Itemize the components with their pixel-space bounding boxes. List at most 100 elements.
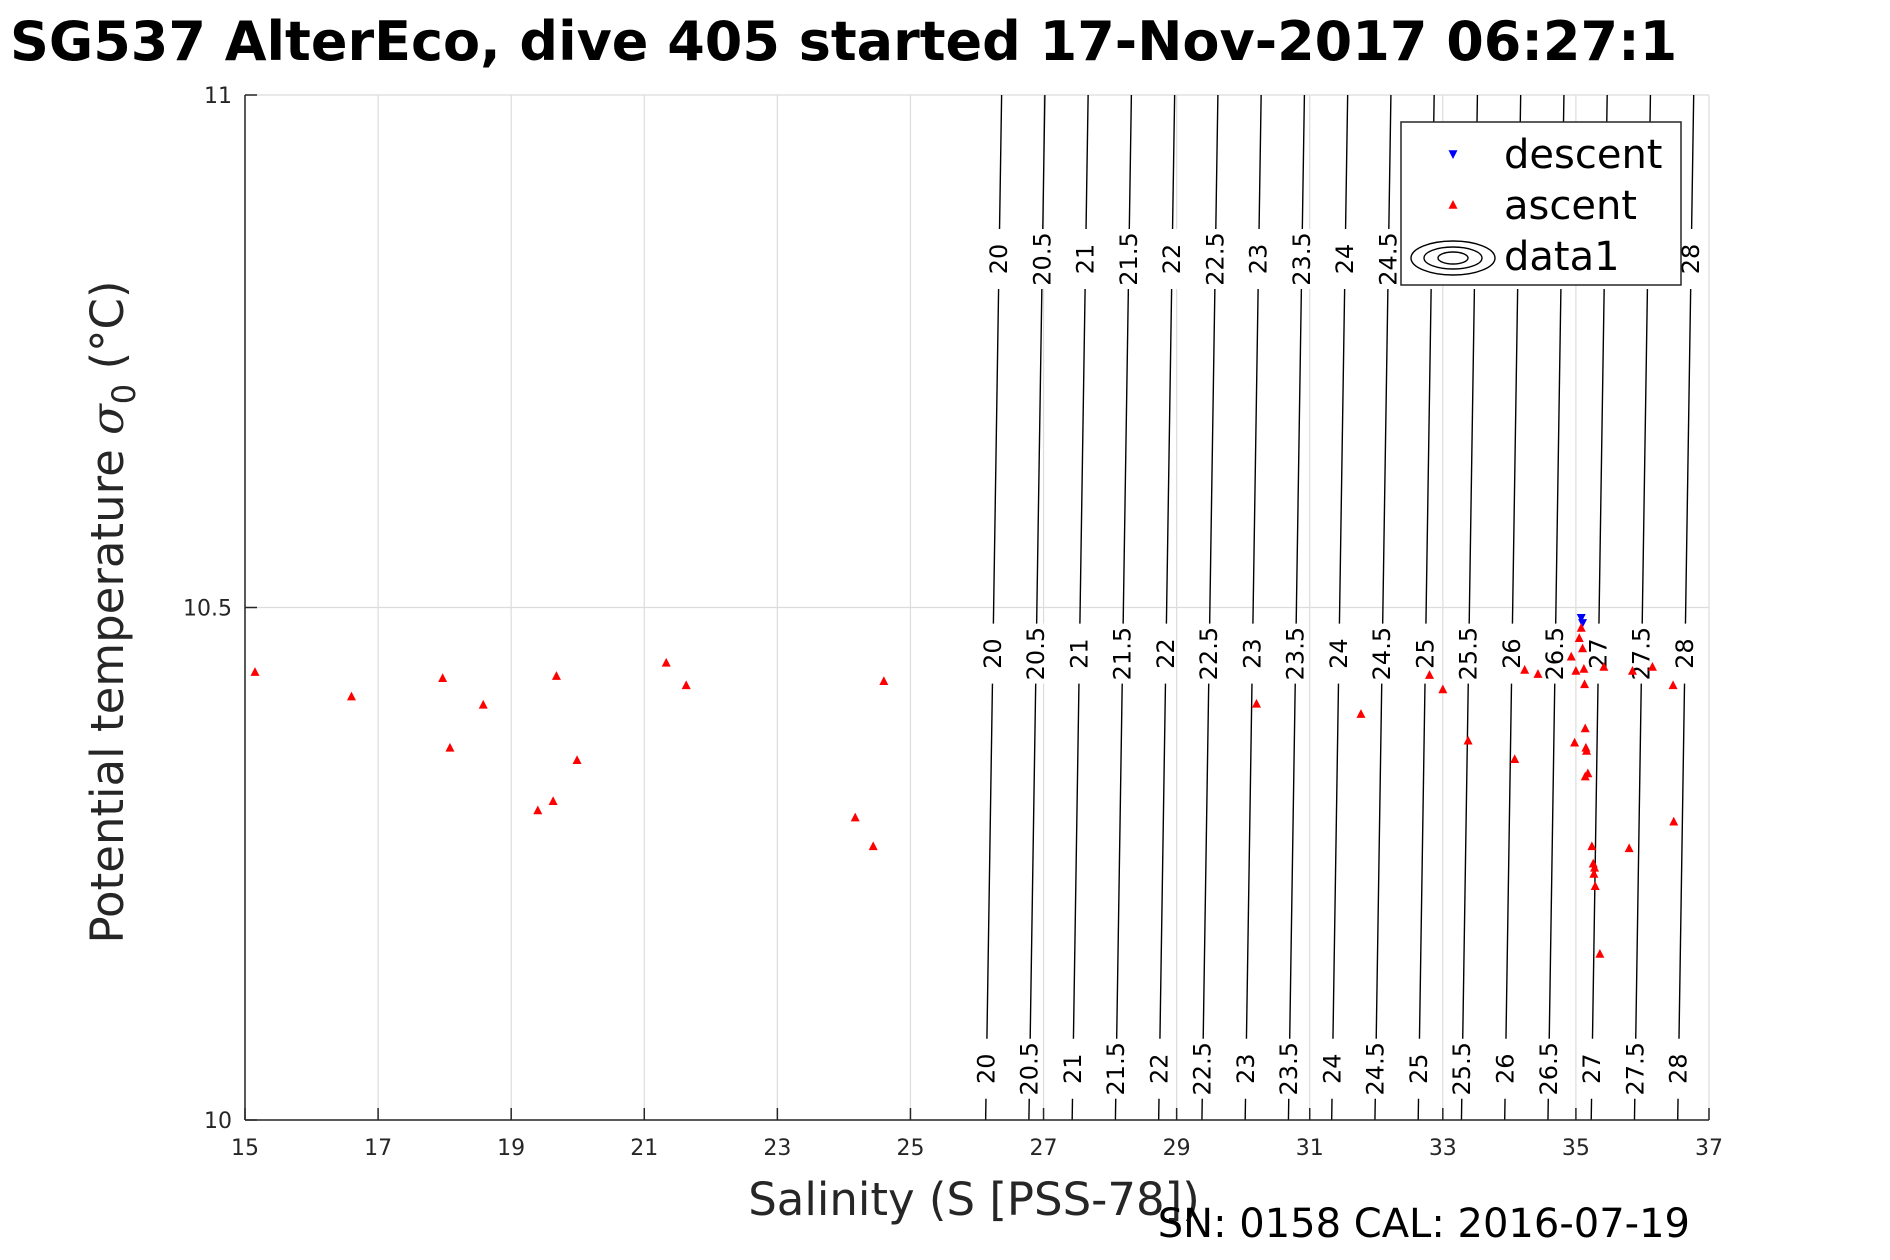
contour-label-gap <box>1075 229 1096 289</box>
contour-label-gap <box>1365 1038 1386 1099</box>
contour-label: 20.5 <box>1028 232 1056 285</box>
series-descent <box>1576 614 1588 628</box>
ascent-point <box>445 742 455 752</box>
contour-label: 27 <box>1578 1053 1606 1084</box>
ascent-point <box>1580 679 1590 689</box>
contour-label: 26 <box>1498 638 1526 669</box>
ascent-point <box>1599 661 1609 671</box>
x-tick-label: 15 <box>231 1136 259 1161</box>
contour-label: 25.5 <box>1448 1042 1476 1095</box>
contour-label-gap <box>989 229 1010 289</box>
y-tick-label: 11 <box>204 84 232 109</box>
ascent-legend-marker <box>1448 200 1458 209</box>
contour-label: 21 <box>1065 638 1093 669</box>
series-ascent <box>250 623 1679 958</box>
ascent-point <box>551 671 561 680</box>
contour-label-gap <box>1019 1038 1040 1099</box>
contour-label-gap <box>1032 229 1053 289</box>
ascent-point <box>1520 665 1530 674</box>
contour-label-gap <box>1205 229 1226 289</box>
serial-calibration-footer: SN: 0158 CAL: 2016-07-19 <box>1158 1201 1690 1247</box>
ascent-point <box>868 841 878 851</box>
contour-label: 25.5 <box>1455 627 1483 680</box>
ascent-point <box>572 755 582 764</box>
ascent-point <box>1571 666 1581 675</box>
contour-label: 22 <box>1158 244 1186 275</box>
contour-label: 27 <box>1584 638 1612 669</box>
legend-label: descent <box>1504 132 1662 178</box>
x-tick-label: 33 <box>1429 1136 1457 1161</box>
contour-label: 24 <box>1325 638 1353 669</box>
axes: 15 17 19 21 23 25 27 29 31 33 35 37 10 10.5 11 <box>183 84 1723 1161</box>
contour-label-gap <box>1538 1038 1559 1099</box>
y-axis-label-symbol: σ <box>81 403 134 435</box>
density-contours: 20202020.520.520.521212121.521.521.52222… <box>972 94 1705 1121</box>
contour-label-gap <box>1162 229 1183 289</box>
ascent-point <box>681 680 691 690</box>
contour-20: 20 20 20 <box>972 94 1013 1121</box>
ascent-point <box>1595 948 1605 958</box>
contour-label: 22.5 <box>1201 232 1229 285</box>
contour-legend-icon <box>1410 240 1496 276</box>
x-tick-label: 21 <box>630 1136 658 1161</box>
x-tick-label: 17 <box>364 1136 392 1161</box>
contour-22: 22 22 22 <box>1145 94 1186 1121</box>
y-tick-label: 10.5 <box>183 597 232 622</box>
contour-20-5: 20.5 20.5 20.5 <box>1016 94 1056 1121</box>
x-tick-label: 23 <box>763 1136 791 1161</box>
ascent-point <box>1624 843 1634 853</box>
contour-label: 28 <box>1677 244 1705 275</box>
contour-label-gap <box>1235 1038 1256 1099</box>
ascent-point <box>1566 651 1576 661</box>
legend: descent ascent data1 <box>1400 121 1682 286</box>
x-axis-label: Salinity (S [PSS-78]) <box>748 1173 1200 1226</box>
contour-label-gap <box>1149 1038 1170 1099</box>
contour-label: 20 <box>979 638 1007 669</box>
contour-label-gap <box>1372 623 1393 684</box>
ascent-point <box>1583 768 1593 778</box>
ascent-point <box>1647 661 1657 671</box>
contour-label-gap <box>976 1038 997 1099</box>
ascent-point <box>1578 643 1588 653</box>
contour-21-5: 21.5 21.5 21.5 <box>1102 94 1143 1121</box>
contour-label: 20.5 <box>1016 1042 1044 1095</box>
contour-label-gap <box>1631 623 1652 684</box>
ascent-point <box>548 796 558 805</box>
ascent-point <box>1579 664 1589 673</box>
x-tick-label: 35 <box>1562 1136 1590 1161</box>
contour-label-gap <box>1378 229 1399 289</box>
contour-label: 23 <box>1238 638 1266 669</box>
ascent-point <box>1669 816 1679 826</box>
legend-item-descent: descent <box>1448 132 1662 178</box>
contour-label: 22 <box>1145 1053 1173 1084</box>
ascent-point <box>1438 684 1448 694</box>
contour-label-gap <box>1495 1038 1516 1099</box>
contour-legend-ring <box>1423 246 1483 270</box>
contour-label-gap <box>1674 623 1695 684</box>
contour-legend-ring <box>1410 240 1496 276</box>
contour-21: 21 21 21 <box>1059 94 1100 1121</box>
contour-label: 28 <box>1665 1053 1693 1084</box>
contour-label: 24 <box>1331 244 1359 275</box>
contour-label-gap <box>1625 1038 1646 1099</box>
legend-label: data1 <box>1504 234 1620 280</box>
ascent-point <box>1574 633 1584 642</box>
contour-label-gap <box>1279 1038 1300 1099</box>
x-tick-label: 25 <box>896 1136 924 1161</box>
contour-label-gap <box>1545 623 1566 684</box>
ascent-point <box>661 657 671 667</box>
contour-label-gap <box>1106 1038 1127 1099</box>
contour-label-gap <box>1248 229 1269 289</box>
contour-label: 21.5 <box>1109 627 1137 680</box>
y-axis-label-text: Potential temperature <box>81 435 134 944</box>
ascent-point <box>1590 881 1600 891</box>
y-axis-label: Potential temperature σ0 (°C) <box>81 280 143 943</box>
contour-label: 22 <box>1152 638 1180 669</box>
y-tick-label: 10 <box>204 1109 232 1134</box>
contour-label-gap <box>1458 623 1479 684</box>
contour-label-gap <box>1112 623 1133 684</box>
ascent-point <box>438 673 448 682</box>
contour-label-gap <box>1328 623 1349 684</box>
contour-label: 22.5 <box>1195 627 1223 680</box>
